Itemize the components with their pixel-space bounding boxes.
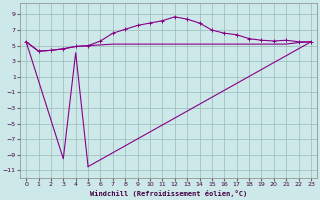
X-axis label: Windchill (Refroidissement éolien,°C): Windchill (Refroidissement éolien,°C) <box>90 190 247 197</box>
